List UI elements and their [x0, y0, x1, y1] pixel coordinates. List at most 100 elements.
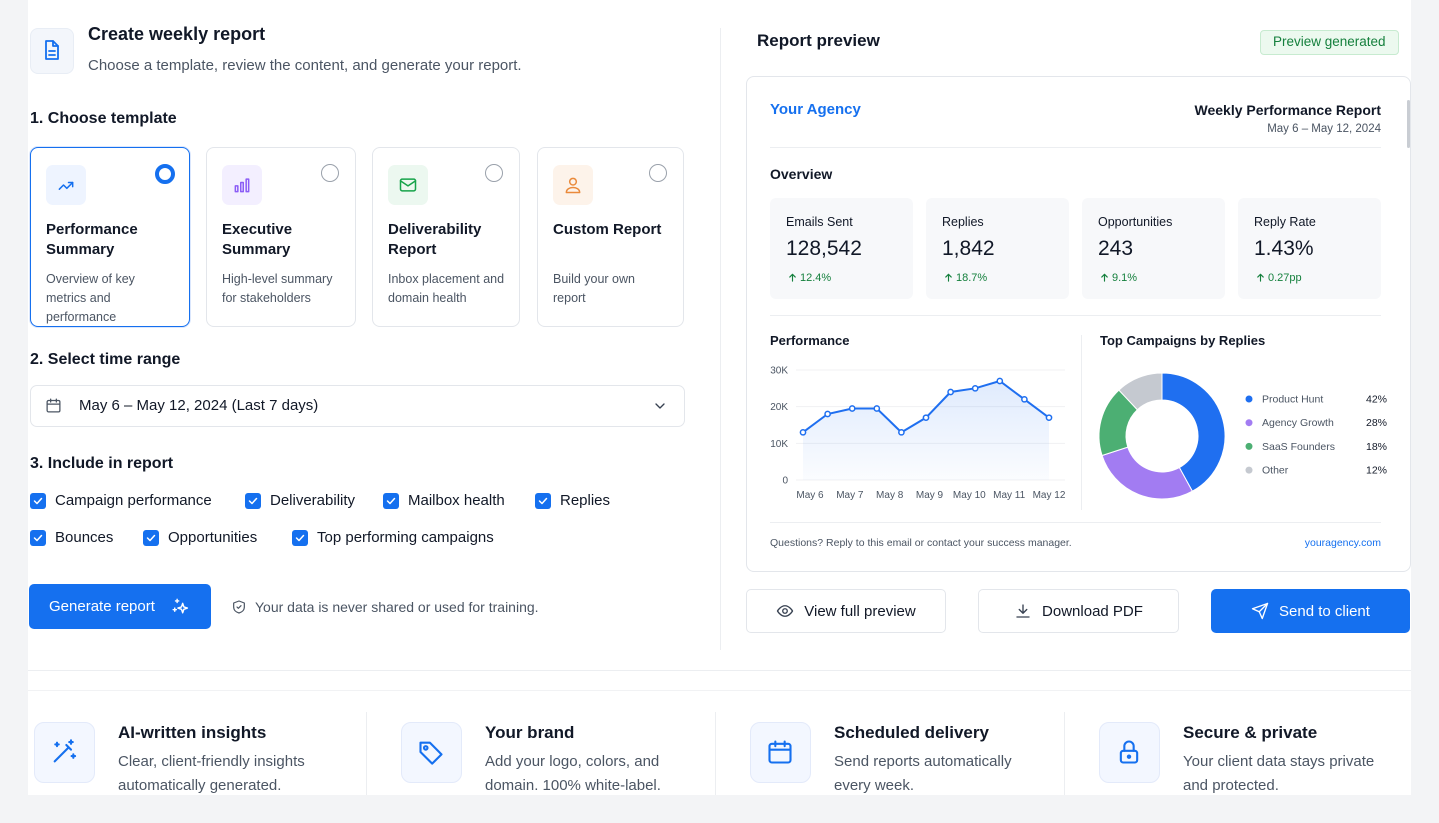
- chevron-icon: [655, 403, 665, 409]
- action-icon: [1016, 604, 1030, 618]
- path-shape: [48, 50, 56, 56]
- template-title: Deliverability Report: [388, 221, 482, 258]
- stat-card: [1238, 198, 1381, 299]
- feature-icon: [768, 740, 792, 764]
- stat-label: Emails Sent: [786, 214, 853, 229]
- report-title: Weekly Performance Report: [1194, 101, 1381, 118]
- path-shape: [419, 741, 443, 765]
- template-icon: [58, 181, 74, 190]
- path-shape: [174, 598, 189, 614]
- date-dropdown[interactable]: [30, 385, 685, 427]
- feature-description: Your client data stays private and prote…: [1183, 753, 1375, 794]
- path-shape: [53, 746, 70, 763]
- template-description: Inbox placement and domain health: [388, 272, 505, 305]
- action-button[interactable]: Download PDF: [978, 589, 1179, 633]
- footer-link: youragency.com: [1304, 537, 1381, 550]
- feature-icon-box: [1099, 722, 1160, 783]
- bottom-mask: [0, 795, 1439, 823]
- report-date: May 6 – May 12, 2024: [1267, 122, 1381, 135]
- path-shape: [146, 534, 156, 542]
- check-icon: [33, 497, 43, 505]
- path-shape: [67, 181, 74, 188]
- checkbox[interactable]: [143, 530, 159, 546]
- feature-icon: [1119, 740, 1139, 764]
- action-label: View full preview: [804, 602, 916, 620]
- checkbox[interactable]: [535, 493, 551, 509]
- template-title: Performance Summary: [46, 221, 138, 258]
- rect-shape: [234, 185, 239, 193]
- status-badge-label: Preview generated: [1273, 34, 1386, 50]
- checkbox[interactable]: [292, 530, 308, 546]
- scrollbar: [1407, 100, 1410, 148]
- path-shape: [1101, 273, 1108, 282]
- overview-heading: Overview: [770, 165, 833, 182]
- path-shape: [1016, 604, 1030, 618]
- circle-shape: [782, 608, 789, 614]
- date-range-value: May 6 – May 12, 2024 (Last 7 days): [79, 397, 319, 415]
- feature-divider: [1064, 712, 1065, 795]
- feature-title: Secure & private: [1183, 722, 1318, 742]
- stat-change: 0.27pp: [1268, 271, 1302, 284]
- checkbox[interactable]: [245, 493, 261, 509]
- path-shape: [65, 743, 73, 751]
- rect-shape: [240, 181, 244, 193]
- action-label: Download PDF: [1042, 602, 1143, 620]
- circle-shape: [422, 745, 429, 751]
- stat-card: [926, 198, 1069, 299]
- section-heading: 1. Choose template: [30, 109, 177, 127]
- checkbox[interactable]: [30, 493, 46, 509]
- path-shape: [399, 180, 417, 187]
- path-shape: [236, 605, 242, 609]
- up-arrow: [789, 273, 796, 282]
- path-shape: [172, 607, 178, 612]
- status-badge: [1260, 30, 1399, 55]
- page-title: Create weekly report: [88, 24, 266, 45]
- path-shape: [52, 40, 59, 47]
- feature-description: Send reports automatically every week.: [834, 753, 1012, 794]
- action-icon: [777, 605, 794, 617]
- rule: [770, 522, 1381, 523]
- template-icon: [399, 178, 417, 192]
- option-label: Campaign performance: [55, 492, 212, 510]
- action-button[interactable]: Send to client: [1211, 589, 1410, 633]
- feature-title: AI-written insights: [118, 722, 267, 742]
- section-divider: [28, 670, 1411, 671]
- preview-card: [746, 76, 1411, 572]
- path-shape: [33, 534, 43, 542]
- privacy-note: Your data is never shared or used for tr…: [255, 598, 539, 615]
- radio: [321, 164, 339, 182]
- option-label: Top performing campaigns: [317, 529, 494, 547]
- feature-title: Scheduled delivery: [834, 722, 989, 742]
- path-shape: [1251, 602, 1269, 620]
- path-shape: [1257, 273, 1264, 282]
- path-shape: [58, 181, 74, 190]
- action-icon: [1251, 602, 1269, 620]
- path-shape: [248, 497, 258, 505]
- feature-icon-box: [401, 722, 462, 783]
- sparkle-icon: [172, 598, 189, 614]
- path-shape: [33, 497, 43, 505]
- feature-description: Add your logo, colors, and domain. 100% …: [485, 753, 661, 794]
- action-button[interactable]: View full preview: [746, 589, 946, 633]
- radio: [485, 164, 503, 182]
- option-label: Opportunities: [168, 529, 258, 547]
- page-subtitle: Choose a template, review the content, a…: [88, 57, 522, 75]
- divider: [720, 28, 721, 650]
- stat-card: [770, 198, 913, 299]
- checkbox[interactable]: [30, 530, 46, 546]
- path-shape: [655, 403, 665, 409]
- rect-shape: [46, 399, 61, 413]
- template-title: Executive Summary: [222, 221, 293, 258]
- preview-heading: Report preview: [757, 30, 880, 50]
- stat-value: 128,542: [786, 237, 862, 261]
- check-icon: [248, 497, 258, 505]
- template-description: Build your own report: [553, 272, 635, 305]
- check-icon: [295, 534, 305, 542]
- path-shape: [789, 273, 796, 282]
- header-icon: [45, 40, 59, 60]
- checkbox[interactable]: [383, 493, 399, 509]
- up-arrow: [1257, 273, 1264, 282]
- template-icon: [565, 177, 581, 194]
- up-arrow: [945, 273, 952, 282]
